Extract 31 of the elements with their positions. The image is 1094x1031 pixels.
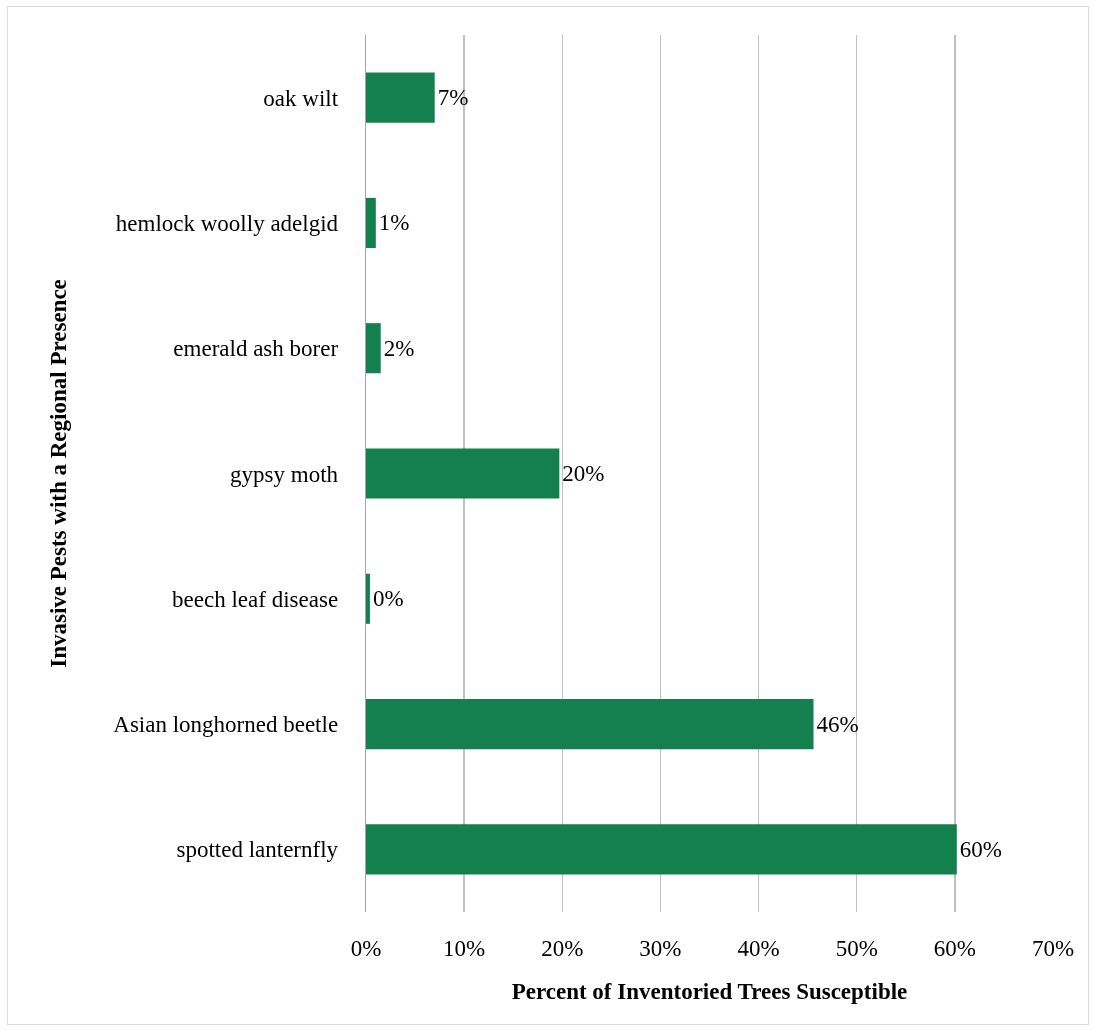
data-label: 1% — [378, 210, 410, 236]
y-tick-label: beech leaf disease — [172, 586, 339, 612]
y-tick-label: Asian longhorned beetle — [113, 712, 339, 738]
x-tick-label: 20% — [541, 936, 584, 961]
x-tick-label: 70% — [1031, 936, 1075, 961]
data-label: 20% — [562, 461, 605, 486]
bar — [366, 197, 376, 248]
data-label: 0% — [372, 586, 404, 612]
data-label: 2% — [383, 335, 415, 361]
y-axis-title: Invasive Pests with a Regional Presence — [45, 279, 71, 668]
y-tick-label: emerald ash borer — [173, 336, 339, 362]
y-tick-label: oak wilt — [263, 85, 339, 111]
x-tick-label: 10% — [443, 936, 486, 961]
x-tick-label: 30% — [639, 936, 682, 961]
bar — [366, 824, 957, 875]
bar — [366, 448, 560, 499]
x-tick-label: 60% — [933, 936, 976, 961]
x-tick-label: 0% — [350, 936, 382, 961]
x-tick-label: 40% — [737, 936, 780, 961]
x-axis-title: Percent of Inventoried Trees Susceptible — [511, 978, 908, 1004]
y-tick-label: hemlock woolly adelgid — [115, 210, 339, 236]
data-label: 60% — [959, 836, 1002, 862]
y-tick-label: spotted lanternfly — [176, 837, 339, 863]
bar — [366, 323, 381, 374]
data-label: 7% — [437, 85, 469, 111]
bar — [366, 573, 370, 624]
y-tick-label: gypsy moth — [230, 461, 339, 487]
data-label: 46% — [816, 711, 859, 737]
bar — [366, 72, 435, 123]
x-tick-label: 50% — [835, 936, 878, 961]
bar — [366, 699, 814, 750]
